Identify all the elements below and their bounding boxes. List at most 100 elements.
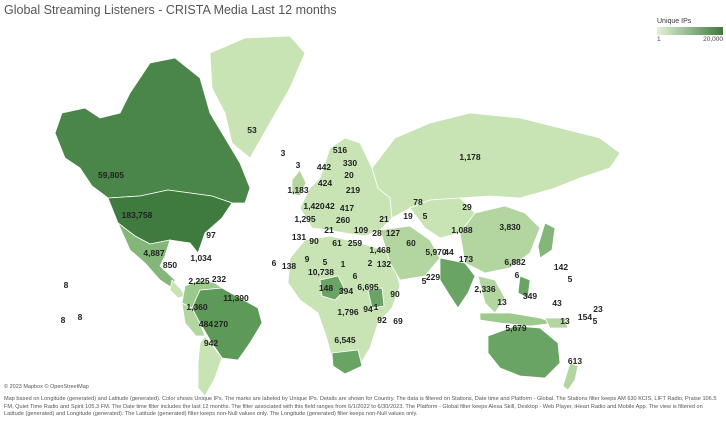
label-greece: 109 [354, 225, 368, 235]
dashboard-title: Global Streaming Listeners - CRISTA Medi… [4, 3, 337, 17]
label-romania: 260 [336, 215, 350, 225]
label-colombia: 2,225 [188, 276, 210, 286]
label-bolivia: 484 [199, 319, 213, 329]
label-vanuatu: 13 [560, 316, 570, 326]
country-russia[interactable] [371, 112, 621, 219]
country-indonesia[interactable] [479, 312, 556, 327]
map-attribution[interactable]: © 2023 Mapbox © OpenStreetMap [4, 384, 89, 390]
label-niger: 5 [323, 257, 328, 267]
label-chad: 1 [341, 259, 346, 269]
label-india: 5,970 [425, 247, 447, 257]
label-estonia: 20 [344, 170, 354, 180]
label-libya: 61 [332, 238, 342, 248]
label-south-africa: 6,545 [334, 335, 356, 345]
label-philippines: 6,882 [504, 257, 526, 267]
label-algeria: 90 [309, 236, 319, 246]
label-guam: 6 [515, 270, 520, 280]
label-bermuda: 97 [206, 230, 216, 240]
label-mozambique: 94 [363, 304, 373, 314]
map-caption: Map based on Longitude (generated) and L… [4, 396, 717, 418]
label-mauritius: 69 [393, 316, 403, 326]
country-india[interactable] [439, 257, 476, 309]
label-paraguay: 270 [214, 319, 228, 329]
label-nepal: 44 [444, 247, 454, 257]
world-map[interactable]: 59,805 183,758 53 4,887 850 97 1,034 8 8 8 2,225 23… [0, 18, 651, 399]
country-philippines[interactable] [517, 275, 531, 299]
label-belarus: 219 [346, 185, 360, 195]
label-kiribati: 5 [568, 274, 573, 284]
country-united-states[interactable] [107, 189, 233, 254]
country-new-zealand[interactable] [562, 362, 579, 391]
label-mexico: 4,887 [143, 248, 165, 258]
label-central-america: 850 [163, 260, 177, 270]
country-argentina[interactable] [197, 335, 223, 397]
label-ukraine: 417 [340, 203, 354, 213]
country-greenland[interactable] [209, 35, 306, 159]
label-malawi: 1 [374, 302, 379, 312]
country-canada[interactable] [54, 57, 251, 204]
label-china: 1,088 [451, 225, 473, 235]
country-south-africa[interactable] [331, 349, 363, 375]
label-italy: 21 [324, 225, 334, 235]
label-iceland: 3 [281, 148, 286, 158]
label-maldives: 5 [422, 276, 427, 286]
country-africa[interactable] [287, 235, 401, 374]
label-pacific-3: 8 [61, 315, 66, 325]
country-china[interactable] [459, 205, 541, 274]
label-pacific-1: 8 [64, 280, 69, 290]
label-zambia: 1,796 [337, 307, 359, 317]
country-papua-new-guinea[interactable] [544, 317, 569, 329]
legend-min: 1 [657, 36, 661, 43]
country-kenya[interactable] [367, 287, 385, 309]
label-seychelles: 90 [390, 289, 400, 299]
label-egypt: 259 [348, 238, 362, 248]
country-mexico[interactable] [117, 222, 176, 289]
label-kenya: 6,695 [357, 282, 379, 292]
country-australia[interactable] [487, 325, 561, 379]
label-sudan: 6 [353, 271, 358, 281]
label-pakistan: 60 [406, 238, 416, 248]
label-indonesia: 2,336 [474, 284, 496, 294]
label-myanmar: 173 [459, 254, 473, 264]
label-caribbean: 1,034 [190, 253, 212, 263]
label-kazakhstan: 78 [413, 197, 423, 207]
legend-max: 20,000 [703, 36, 723, 43]
label-solomon-islands: 43 [552, 298, 562, 308]
label-timor-leste: 13 [497, 297, 507, 307]
label-kyrgyzstan: 5 [423, 211, 428, 221]
label-germany: 1,420 [303, 201, 325, 211]
label-peru: 1,360 [186, 302, 208, 312]
country-japan[interactable] [537, 222, 556, 259]
label-argentina: 942 [204, 338, 218, 348]
label-ethiopia-north: 2 [368, 258, 373, 268]
country-middle-east[interactable] [379, 225, 441, 281]
label-sri-lanka: 229 [426, 272, 440, 282]
country-united-kingdom[interactable] [291, 169, 307, 197]
label-ethiopia: 132 [377, 259, 391, 269]
label-france: 1,295 [294, 214, 316, 224]
label-sweden: 442 [317, 162, 331, 172]
country-central-america[interactable] [169, 279, 186, 299]
label-madagascar: 92 [377, 315, 387, 325]
label-denmark: 424 [318, 178, 332, 188]
label-united-kingdom: 1,183 [287, 185, 309, 195]
legend-title: Unique IPs [657, 18, 692, 25]
label-iraq: 28 [372, 228, 382, 238]
country-nigeria[interactable] [319, 275, 346, 301]
label-pacific-2: 8 [78, 312, 83, 322]
label-faroe: 3 [296, 160, 301, 170]
label-fiji: 154 [578, 312, 592, 322]
country-southeast-asia[interactable] [477, 275, 506, 314]
label-tonga: 5 [593, 316, 598, 326]
label-russia: 1,178 [459, 152, 481, 162]
label-canada: 59,805 [98, 170, 124, 180]
label-finland: 330 [343, 158, 357, 168]
label-caucasus: 21 [379, 214, 389, 224]
label-cameroon: 148 [319, 283, 333, 293]
label-samoa: 23 [593, 304, 603, 314]
label-mali: 9 [305, 254, 310, 264]
label-new-zealand: 613 [568, 356, 582, 366]
label-cape-verde: 6 [272, 258, 277, 268]
